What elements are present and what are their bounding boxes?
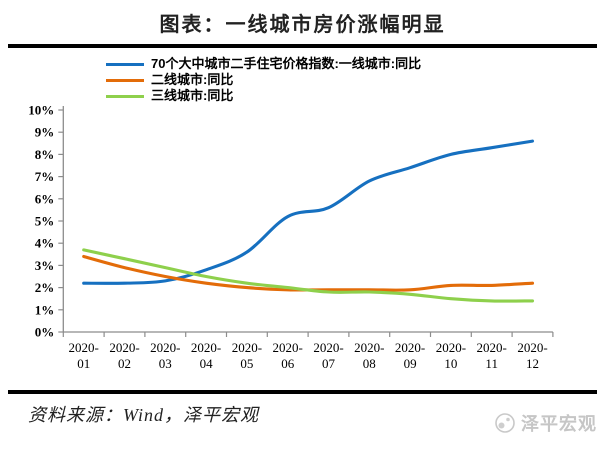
x-axis-label-month: 06: [281, 356, 295, 371]
x-axis-label-month: 08: [363, 356, 376, 371]
legend-label: 三线城市:同比: [151, 88, 234, 103]
x-axis-label-year: 2020-: [191, 340, 221, 355]
zeping-macro-logo-icon: [495, 413, 515, 433]
chart-line-series-0: [82, 139, 535, 285]
y-axis-label: 1%: [35, 302, 55, 317]
y-axis-label: 10%: [28, 103, 54, 118]
x-axis-label-year: 2020-: [232, 340, 262, 355]
y-axis-label: 6%: [35, 191, 55, 206]
x-axis-label-month: 03: [159, 356, 172, 371]
legend-label: 二线城市:同比: [151, 72, 234, 87]
x-axis-label-month: 01: [77, 356, 90, 371]
legend-item-0: 70个大中城市二手住宅价格指数:一线城市:同比: [106, 57, 421, 71]
y-axis-label: 8%: [35, 147, 55, 162]
x-axis-label-year: 2020-: [313, 340, 343, 355]
x-axis-label-year: 2020-: [69, 340, 99, 355]
x-axis-label-year: 2020-: [395, 340, 425, 355]
x-axis-label-year: 2020-: [273, 340, 303, 355]
legend-line-swatch: [106, 62, 144, 66]
y-axis-label: 4%: [35, 236, 55, 251]
y-axis-label: 5%: [35, 214, 55, 229]
x-axis-label-year: 2020-: [436, 340, 466, 355]
x-axis-label-month: 10: [444, 356, 457, 371]
x-axis-label-month: 05: [240, 356, 253, 371]
y-axis-label: 2%: [35, 280, 55, 295]
watermark-label: 泽平宏观: [521, 414, 597, 434]
x-axis-label-month: 04: [200, 356, 214, 371]
legend-label: 70个大中城市二手住宅价格指数:一线城市:同比: [151, 56, 422, 71]
x-axis-label-month: 11: [485, 356, 498, 371]
legend-line-swatch: [106, 78, 144, 82]
line-chart: 0% 1% 2% 3% 4% 5% 6% 7% 8% 9% 10% 2020- 01 2020- 02 202…: [0, 95, 605, 385]
data-source-note: 资料来源：Wind，泽平宏观: [28, 405, 260, 425]
watermark: 泽平宏观: [494, 410, 597, 436]
legend-item-1: 二线城市:同比: [106, 73, 421, 87]
x-axis-label-year: 2020-: [354, 340, 384, 355]
x-axis-label-month: 09: [404, 356, 417, 371]
page-title: 图表：一线城市房价涨幅明显: [159, 14, 446, 36]
y-axis-label: 7%: [35, 169, 55, 184]
x-axis-label-month: 12: [526, 356, 539, 371]
x-axis-label-year: 2020-: [517, 340, 547, 355]
line-chart-svg: 0%1%2%3%4%5%6%7%8%9%10%2020-012020-02202…: [28, 103, 554, 371]
legend-line-swatch: [106, 94, 144, 98]
x-axis-label-year: 2020-: [109, 340, 139, 355]
top-divider-rule: [8, 44, 597, 48]
y-axis-label: 3%: [35, 258, 55, 273]
x-axis-label-year: 2020-: [150, 340, 180, 355]
y-axis-label: 9%: [35, 125, 55, 140]
chart-legend: 70个大中城市二手住宅价格指数:一线城市:同比 二线城市:同比 三线城市:同比: [106, 57, 421, 103]
chart-line-series-2: [82, 248, 535, 303]
legend-item-2: 三线城市:同比: [106, 89, 421, 103]
x-axis-label-month: 07: [322, 356, 336, 371]
x-axis-label-year: 2020-: [477, 340, 507, 355]
y-axis-label: 0%: [35, 325, 55, 340]
chart-line-series-1: [82, 254, 535, 292]
bottom-divider-rule: [8, 390, 597, 394]
x-axis-label-month: 02: [118, 356, 131, 371]
